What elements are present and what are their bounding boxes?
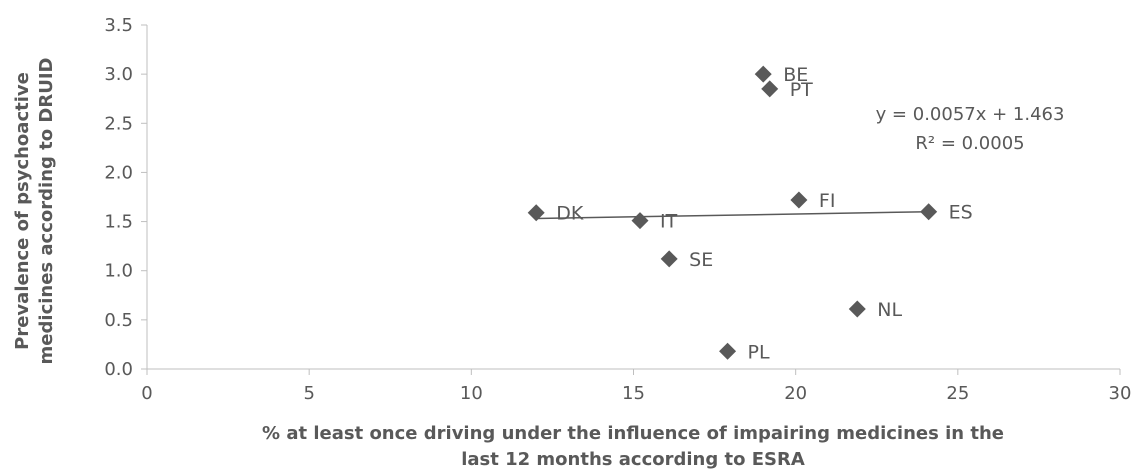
data-point-nl — [848, 300, 866, 318]
data-label-dk: DK — [556, 203, 584, 225]
trendline-r-squared: R² = 0.0005 — [915, 133, 1024, 154]
data-point-dk — [527, 204, 545, 222]
y-tick-label: 1.5 — [104, 212, 133, 233]
y-tick-label: 0.0 — [104, 359, 133, 380]
trendline — [536, 210, 929, 220]
y-tick-label: 3.5 — [104, 15, 133, 36]
data-point-be — [754, 65, 772, 83]
x-tick-label: 20 — [784, 383, 807, 404]
x-tick-label: 25 — [946, 383, 969, 404]
data-label-be: BE — [783, 64, 808, 86]
data-point-pl — [719, 342, 737, 360]
x-axis-ticks: 0 5 10 15 20 25 30 — [141, 369, 1131, 404]
data-points — [527, 65, 938, 360]
x-tick-label: 0 — [141, 383, 152, 404]
data-point-fi — [790, 191, 808, 209]
y-tick-label: 2.0 — [104, 162, 133, 183]
trendline-equation: y = 0.0057x + 1.463 — [876, 104, 1065, 125]
y-axis-title-line-1: Prevalence of psychoactive — [12, 72, 33, 350]
x-tick-label: 30 — [1109, 383, 1132, 404]
data-point-es — [920, 203, 938, 221]
data-label-es: ES — [949, 202, 973, 224]
x-tick-label: 15 — [622, 383, 645, 404]
y-axis-ticks: 0.0 0.5 1.0 1.5 2.0 2.5 3.0 3.5 — [104, 15, 147, 380]
y-tick-label: 2.5 — [104, 113, 133, 134]
y-tick-label: 1.0 — [104, 261, 133, 282]
data-point-se — [660, 250, 678, 268]
y-tick-label: 3.0 — [104, 64, 133, 85]
data-label-fi: FI — [819, 190, 836, 212]
data-label-nl: NL — [877, 299, 902, 321]
data-label-se: SE — [689, 249, 713, 271]
x-axis-title-line-2: last 12 months according to ESRA — [461, 449, 805, 470]
x-axis-title-line-1: % at least once driving under the influe… — [262, 423, 1004, 444]
data-point-it — [631, 212, 649, 230]
y-axis-title-line-2: medicines according to DRUID — [36, 58, 57, 365]
data-point-pt — [761, 80, 779, 98]
x-tick-label: 5 — [303, 383, 314, 404]
data-label-it: IT — [660, 211, 678, 233]
data-label-pt: PT — [790, 79, 813, 101]
x-tick-label: 10 — [460, 383, 483, 404]
data-label-pl: PL — [748, 341, 770, 363]
y-tick-label: 0.5 — [104, 310, 133, 331]
